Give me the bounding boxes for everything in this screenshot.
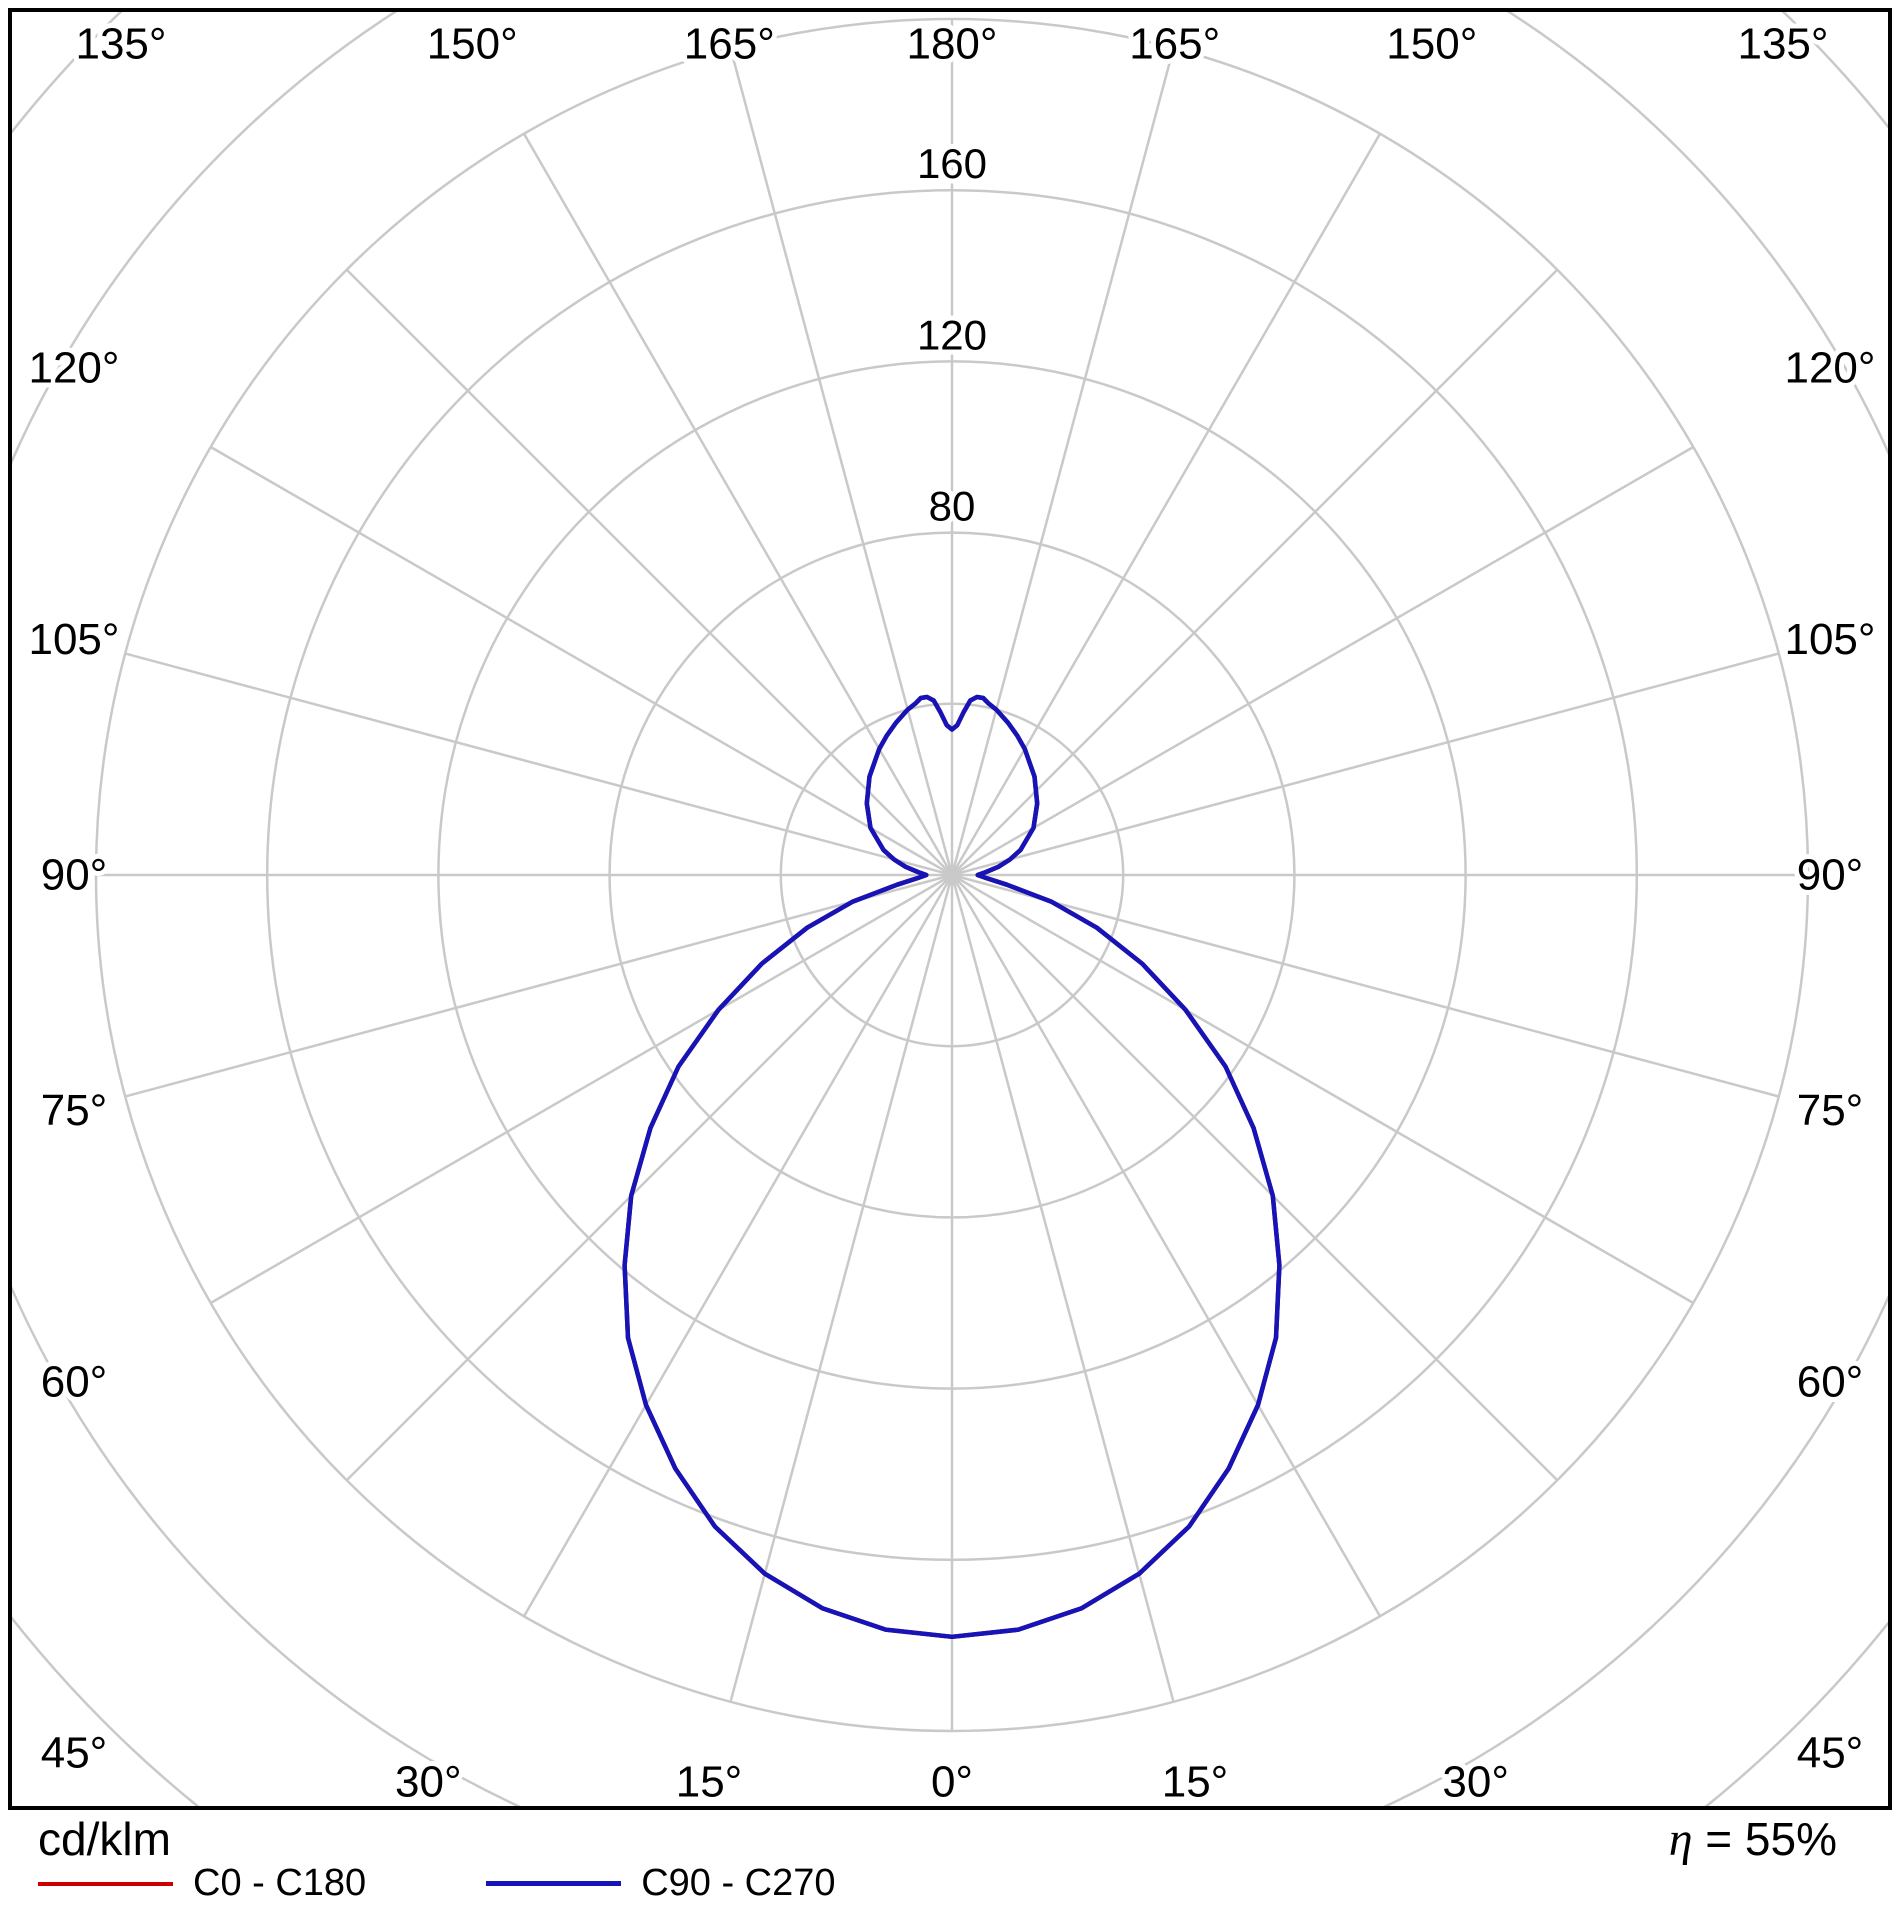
angle-label-75-right: 75° <box>1797 1086 1864 1135</box>
polar-chart: 0° 15° 15° 30° 30° 45° 45° 60° 60° 75° 75° 90° 90° 10… <box>8 8 1892 1810</box>
legend-line-c0-c180 <box>38 1881 173 1886</box>
angle-label-135-left: 135° <box>75 20 166 69</box>
legend-label-c0-c180: C0 - C180 <box>193 1862 367 1904</box>
angle-gridline-285 <box>124 873 953 1098</box>
angle-label-90-left: 90° <box>41 851 108 900</box>
angle-gridline-165 <box>950 47 1175 876</box>
angle-gridline-150 <box>950 133 1382 876</box>
angle-label-150-right: 150° <box>1386 20 1477 69</box>
angle-gridline-240 <box>210 445 953 877</box>
angle-label-180-right: 180° <box>906 20 997 69</box>
angle-label-120-right: 120° <box>1784 344 1875 393</box>
angle-gridline-30 <box>950 874 1382 1617</box>
angle-label-120-left: 120° <box>28 344 119 393</box>
legend-line-c90-c270 <box>486 1881 622 1886</box>
angle-gridline-105 <box>951 652 1780 877</box>
angle-gridline-60 <box>951 873 1694 1305</box>
angle-label-165-left: 165° <box>684 20 775 69</box>
angle-label-135-right: 135° <box>1737 20 1828 69</box>
angle-label-75-left: 75° <box>41 1086 108 1135</box>
polar-chart-svg: 0° 15° 15° 30° 30° 45° 45° 60° 60° 75° 75° 90° 90° 10… <box>12 12 1888 1806</box>
angle-label-45-left: 45° <box>41 1729 108 1778</box>
angle-gridline-45 <box>951 874 1559 1482</box>
unit-label: cd/klm <box>38 1813 171 1865</box>
angle-label-90-right: 90° <box>1797 851 1864 900</box>
angle-gridline-330 <box>522 874 954 1617</box>
efficiency-label: η = 55% <box>1669 1812 1837 1867</box>
curve-C90-C270 <box>622 694 1282 1640</box>
angle-label-60-left: 60° <box>41 1357 108 1406</box>
angle-gridline-255 <box>124 652 953 877</box>
legend-label-c90-c270: C90 - C270 <box>641 1862 836 1904</box>
angle-label-30-right: 30° <box>1442 1758 1509 1807</box>
angle-gridline-225 <box>345 268 953 876</box>
angle-label-15-left: 15° <box>676 1758 743 1807</box>
angle-label-165-right: 165° <box>1129 20 1220 69</box>
angle-label-30-left: 30° <box>395 1758 462 1807</box>
ring-label-160: 160 <box>917 140 987 187</box>
angle-gridline-75 <box>951 873 1780 1098</box>
grid-ring-280 <box>12 12 1888 1806</box>
legend: C0 - C180 C90 - C270 <box>38 1862 836 1905</box>
angle-gridline-120 <box>951 445 1694 877</box>
angle-label-105-left: 105° <box>28 615 119 664</box>
angle-gridline-15 <box>950 874 1175 1703</box>
angle-label-15-right: 15° <box>1162 1758 1229 1807</box>
angle-label-60-right: 60° <box>1797 1357 1864 1406</box>
legend-item-c90-c270: C90 - C270 <box>486 1862 836 1905</box>
chart-footer: cd/klm η = 55% C0 - C180 C90 - C270 <box>8 1812 1892 1904</box>
grid-ring-240 <box>12 12 1888 1806</box>
angle-label-45-right: 45° <box>1797 1729 1864 1778</box>
angle-gridline-345 <box>729 874 954 1703</box>
ring-label-120: 120 <box>917 311 987 358</box>
eta-value: = 55% <box>1705 1813 1837 1865</box>
legend-item-c0-c180: C0 - C180 <box>38 1862 366 1905</box>
angle-gridline-195 <box>729 47 954 876</box>
angle-label-105-right: 105° <box>1784 615 1875 664</box>
angle-gridline-135 <box>951 268 1559 876</box>
ring-label-80: 80 <box>929 483 976 530</box>
angle-label-0-right: 0° <box>931 1758 973 1807</box>
eta-symbol: η <box>1668 1813 1693 1866</box>
angle-gridline-300 <box>210 873 953 1305</box>
angle-gridline-315 <box>345 874 953 1482</box>
angle-gridline-210 <box>522 133 954 876</box>
angle-label-150-left: 150° <box>427 20 518 69</box>
